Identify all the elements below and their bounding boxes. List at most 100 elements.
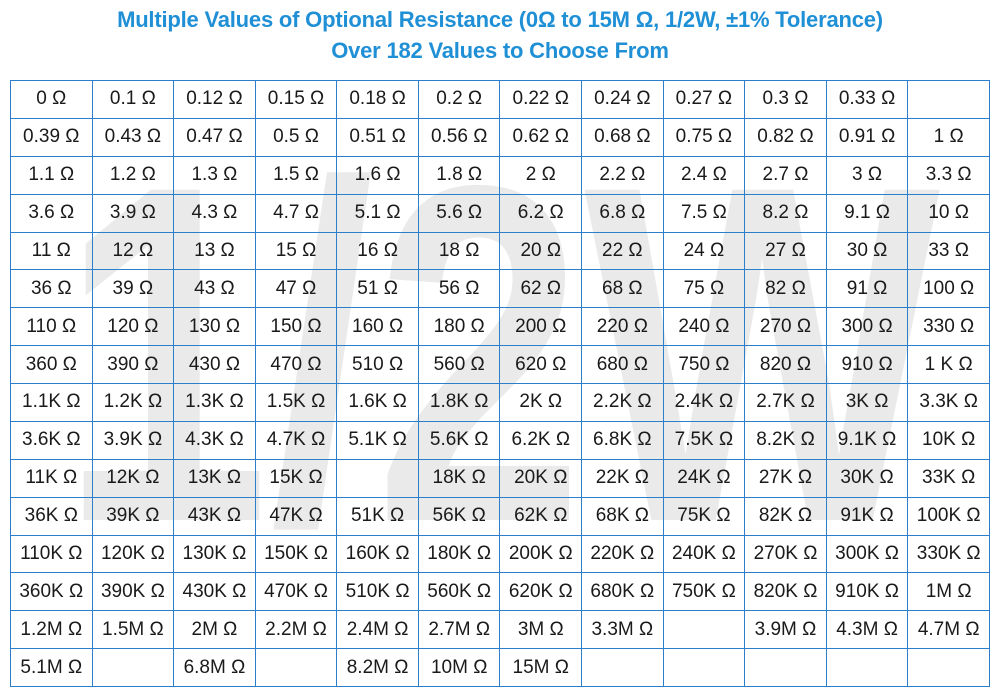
resistance-value-cell: 3.9M Ω: [744, 610, 827, 650]
resistance-value-cell: 39K Ω: [91, 496, 175, 536]
resistance-value-cell: 91K Ω: [825, 496, 909, 536]
resistance-value-cell: 0.24 Ω: [581, 80, 664, 119]
resistance-value-cell: 680K Ω: [581, 572, 664, 612]
resistance-table: 0 Ω 0.1 Ω 0.12 Ω 0.15 Ω 0.18 Ω 0.2 Ω 0.22 Ω 0.2…: [10, 80, 990, 687]
resistance-value-cell: 110K Ω: [10, 534, 93, 574]
resistance-value-cell: 3.9K Ω: [91, 420, 175, 460]
resistance-value-cell: 9.1K Ω: [825, 420, 909, 460]
resistance-value-cell: 4.3 Ω: [173, 193, 256, 233]
resistance-value-cell: 0.68 Ω: [581, 117, 664, 157]
resistance-value-cell: 390 Ω: [91, 345, 175, 384]
table-row: 11 Ω 12 Ω 13 Ω 15 Ω 16 Ω 18 Ω 20 Ω 22 Ω 24 Ω 27 Ω…: [10, 231, 990, 271]
title-line-1: Multiple Values of Optional Resistance (…: [117, 7, 883, 32]
resistance-value-cell: 1.8K Ω: [417, 383, 501, 422]
resistance-value-cell: 300K Ω: [825, 534, 909, 574]
resistance-value-cell: 0.75 Ω: [662, 117, 746, 157]
resistance-value-cell: 27 Ω: [744, 231, 827, 271]
resistance-value-cell: 0.12 Ω: [173, 80, 256, 119]
resistance-value-cell: 15 Ω: [254, 231, 338, 271]
resistance-value-cell: 0.33 Ω: [825, 80, 909, 119]
resistance-value-cell: [907, 648, 990, 687]
resistance-value-cell: 150 Ω: [254, 307, 338, 347]
resistance-value-cell: 360K Ω: [10, 572, 93, 612]
resistance-value-cell: 18K Ω: [417, 458, 501, 498]
resistance-value-cell: 120K Ω: [91, 534, 175, 574]
resistance-value-cell: 2.2M Ω: [254, 610, 338, 650]
resistance-value-cell: 2.7 Ω: [744, 155, 827, 195]
resistance-value-cell: 130 Ω: [173, 307, 256, 347]
resistance-value-cell: 1.2 Ω: [91, 155, 175, 195]
resistance-value-cell: 18 Ω: [417, 231, 501, 271]
resistance-value-cell: 10M Ω: [417, 648, 501, 687]
resistance-value-cell: 13 Ω: [173, 231, 256, 271]
resistance-value-cell: 6.2K Ω: [499, 420, 583, 460]
resistance-value-cell: 390K Ω: [91, 572, 175, 612]
resistance-value-cell: 200K Ω: [499, 534, 583, 574]
resistance-value-cell: 7.5 Ω: [662, 193, 746, 233]
resistance-value-cell: 1.5M Ω: [91, 610, 175, 650]
resistance-value-cell: 4.7K Ω: [254, 420, 338, 460]
resistance-value-cell: 0 Ω: [10, 80, 93, 119]
resistance-value-cell: 0.39 Ω: [10, 117, 93, 157]
resistance-value-cell: 150K Ω: [254, 534, 338, 574]
resistance-value-cell: 36 Ω: [10, 269, 93, 309]
resistance-value-cell: 330K Ω: [907, 534, 990, 574]
resistance-value-cell: 0.47 Ω: [173, 117, 256, 157]
resistance-value-cell: 510 Ω: [336, 345, 419, 384]
resistance-value-cell: 4.7 Ω: [254, 193, 338, 233]
resistance-value-cell: [254, 648, 338, 687]
resistance-value-cell: 2M Ω: [173, 610, 256, 650]
resistance-value-cell: 130K Ω: [173, 534, 256, 574]
resistance-value-cell: [744, 648, 827, 687]
resistance-value-cell: 82K Ω: [744, 496, 827, 536]
resistance-value-cell: 220 Ω: [581, 307, 664, 347]
resistance-value-cell: 3M Ω: [499, 610, 583, 650]
resistance-value-cell: 1 K Ω: [907, 345, 990, 384]
table-row: 11K Ω 12K Ω 13K Ω 15K Ω 18K Ω 20K Ω 22K Ω 24K Ω…: [10, 458, 990, 498]
resistance-value-cell: 8.2 Ω: [744, 193, 827, 233]
resistance-value-cell: 4.3K Ω: [173, 420, 256, 460]
resistance-value-cell: 1.6 Ω: [336, 155, 419, 195]
resistance-value-cell: 470K Ω: [254, 572, 338, 612]
resistance-value-cell: 430K Ω: [173, 572, 256, 612]
resistance-value-cell: 180K Ω: [417, 534, 501, 574]
resistance-values-grid: 0 Ω 0.1 Ω 0.12 Ω 0.15 Ω 0.18 Ω 0.2 Ω 0.22 Ω 0.2…: [10, 80, 990, 687]
resistance-table-body: 0 Ω 0.1 Ω 0.12 Ω 0.15 Ω 0.18 Ω 0.2 Ω 0.22 Ω 0.2…: [10, 80, 990, 687]
resistance-value-cell: 270K Ω: [744, 534, 827, 574]
resistance-value-cell: 75K Ω: [662, 496, 746, 536]
resistance-value-cell: 33 Ω: [907, 231, 990, 271]
resistance-value-cell: 16 Ω: [336, 231, 419, 271]
resistance-value-cell: 0.18 Ω: [336, 80, 419, 119]
resistance-value-cell: 820K Ω: [744, 572, 827, 612]
resistance-value-cell: 2.2 Ω: [581, 155, 664, 195]
resistance-value-cell: 2.7K Ω: [744, 383, 827, 422]
resistance-value-cell: 5.1 Ω: [336, 193, 419, 233]
resistance-value-cell: 13K Ω: [173, 458, 256, 498]
resistance-value-cell: 39 Ω: [91, 269, 175, 309]
resistance-value-cell: 11K Ω: [10, 458, 93, 498]
resistance-value-cell: 430 Ω: [173, 345, 256, 384]
table-row: 360 Ω 390 Ω 430 Ω 470 Ω 510 Ω 560 Ω 620 Ω 680 Ω…: [10, 345, 990, 384]
resistance-value-cell: 1.8 Ω: [417, 155, 501, 195]
resistance-value-cell: 36K Ω: [10, 496, 93, 536]
resistance-value-cell: 270 Ω: [744, 307, 827, 347]
resistance-value-cell: 2.4M Ω: [336, 610, 419, 650]
resistance-value-cell: 62 Ω: [499, 269, 583, 309]
resistance-value-cell: 0.56 Ω: [417, 117, 501, 157]
table-row: 3.6 Ω 3.9 Ω 4.3 Ω 4.7 Ω 5.1 Ω 5.6 Ω 6.2 Ω 6.8 Ω…: [10, 193, 990, 233]
resistance-value-cell: 24 Ω: [662, 231, 746, 271]
resistance-value-cell: 27K Ω: [744, 458, 827, 498]
resistance-value-cell: 0.82 Ω: [744, 117, 827, 157]
resistance-value-cell: 11 Ω: [10, 231, 93, 271]
resistance-value-cell: [91, 648, 175, 687]
resistance-value-cell: [825, 648, 909, 687]
resistance-value-cell: 2.4 Ω: [662, 155, 746, 195]
resistance-value-cell: 75 Ω: [662, 269, 746, 309]
resistance-value-cell: 1.3 Ω: [173, 155, 256, 195]
resistance-value-cell: [336, 458, 419, 498]
resistance-value-cell: 2.4K Ω: [662, 383, 746, 422]
resistance-value-cell: 220K Ω: [581, 534, 664, 574]
resistance-value-cell: 1M Ω: [907, 572, 990, 612]
resistance-value-cell: 20K Ω: [499, 458, 583, 498]
resistance-value-cell: 20 Ω: [499, 231, 583, 271]
